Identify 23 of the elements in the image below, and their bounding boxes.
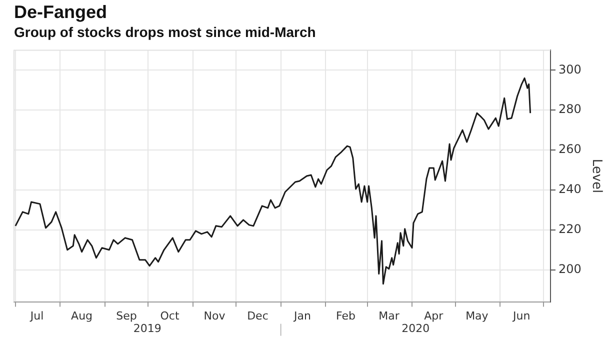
x-tick-label: Jul <box>29 309 44 322</box>
text: 2020 <box>402 322 430 336</box>
x-tick-label: Feb <box>336 309 356 322</box>
y-axis-title: Level <box>588 158 604 194</box>
chart-subtitle: Group of stocks drops most since mid-March <box>14 24 316 40</box>
x-tick-label: Aug <box>71 309 93 322</box>
chart-title: De-Fanged <box>14 2 108 23</box>
text: 2019 <box>133 322 162 336</box>
y-tick-label: 260 <box>558 142 582 156</box>
y-tick-label: 200 <box>558 262 582 276</box>
x-tick-label: Dec <box>247 309 268 322</box>
y-tick-label: 220 <box>558 222 582 236</box>
y-tick-label: 280 <box>558 102 582 116</box>
y-tick-label: 300 <box>558 62 582 76</box>
x-tick-label: Apr <box>424 309 444 322</box>
x-tick-label: Jun <box>512 309 530 322</box>
y-tick-label: 240 <box>558 182 582 196</box>
x-tick-label: Mar <box>378 309 400 322</box>
x-tick-label: May <box>466 309 489 322</box>
x-tick-label: Oct <box>160 309 180 322</box>
x-tick-label: Sep <box>116 309 137 322</box>
x-tick-label: Jan <box>292 309 311 322</box>
x-tick-label: Nov <box>204 309 226 322</box>
